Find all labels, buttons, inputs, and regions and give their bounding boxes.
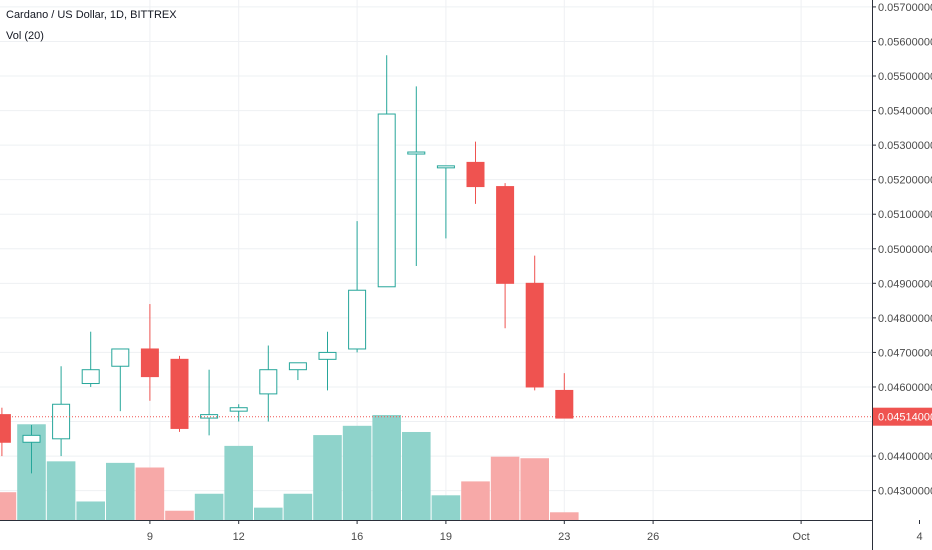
y-tick-label: 0.05500000 <box>878 71 932 83</box>
candle-body[interactable] <box>407 151 426 155</box>
y-tick-label: 0.04800000 <box>878 313 932 325</box>
x-tick-label: 23 <box>558 531 570 543</box>
candle-body[interactable] <box>288 362 307 371</box>
y-tick-label: 0.04700000 <box>878 347 932 359</box>
y-tick-label: 0.05100000 <box>878 209 932 221</box>
y-tick-label: 0.05200000 <box>878 175 932 187</box>
volume-bar[interactable] <box>461 481 490 520</box>
x-tick-label: 4 <box>916 531 922 543</box>
candle-body[interactable] <box>81 369 100 385</box>
volume-bar[interactable] <box>0 492 17 520</box>
candle-body[interactable] <box>0 414 11 443</box>
x-tick-label: 19 <box>440 531 452 543</box>
candle-body[interactable] <box>52 403 71 440</box>
last-price-label: 0.04514000 <box>878 412 932 424</box>
volume-bar[interactable] <box>106 462 135 520</box>
y-tick-label: 0.04400000 <box>878 451 932 463</box>
volume-bar[interactable] <box>402 431 431 520</box>
candle-body[interactable] <box>466 161 485 188</box>
candle-body[interactable] <box>140 348 159 378</box>
x-tick-label: 12 <box>233 531 245 543</box>
candle-body[interactable] <box>200 414 219 419</box>
volume-bar[interactable] <box>520 458 549 520</box>
volume-bar[interactable] <box>313 435 342 520</box>
candle-body[interactable] <box>348 289 367 350</box>
volume-bar[interactable] <box>283 493 313 520</box>
candle-body[interactable] <box>555 389 574 419</box>
chart-title: Cardano / US Dollar, 1D, BITTREX <box>6 9 177 21</box>
volume-indicator-label: Vol (20) <box>6 30 44 42</box>
x-tick-label: 9 <box>147 531 153 543</box>
candle-body[interactable] <box>377 113 396 288</box>
candle-body[interactable] <box>229 407 248 412</box>
candle-body[interactable] <box>496 186 515 284</box>
y-tick-label: 0.04900000 <box>878 278 932 290</box>
candle-body[interactable] <box>436 165 455 169</box>
y-tick-label: 0.04300000 <box>878 486 932 498</box>
candle-body[interactable] <box>525 282 544 388</box>
volume-bar[interactable] <box>490 456 520 520</box>
candle-body[interactable] <box>318 351 337 360</box>
volume-bar[interactable] <box>342 425 372 520</box>
candle-body[interactable] <box>111 348 130 367</box>
y-tick-label: 0.04600000 <box>878 382 932 394</box>
y-tick-label: 0.05000000 <box>878 244 932 256</box>
time-axis[interactable] <box>0 520 872 550</box>
y-tick-label: 0.05400000 <box>878 106 932 118</box>
volume-bar[interactable] <box>194 493 224 520</box>
y-tick-label: 0.05700000 <box>878 2 932 14</box>
x-tick-label: 16 <box>351 531 363 543</box>
x-tick-label: 26 <box>647 531 659 543</box>
candle-body[interactable] <box>22 434 41 443</box>
volume-bar[interactable] <box>224 445 253 520</box>
volume-bar[interactable] <box>254 507 283 520</box>
volume-bar[interactable] <box>135 467 165 521</box>
candle-body[interactable] <box>259 369 278 395</box>
volume-bar[interactable] <box>76 501 105 520</box>
x-tick-label: Oct <box>793 531 810 543</box>
y-tick-label: 0.05600000 <box>878 36 932 48</box>
volume-bar[interactable] <box>431 495 461 520</box>
last-price-badge <box>873 407 932 426</box>
volume-bar[interactable] <box>550 512 579 520</box>
candle-body[interactable] <box>170 358 189 429</box>
plot-area[interactable] <box>0 0 872 520</box>
price-axis[interactable] <box>872 0 932 550</box>
volume-bar[interactable] <box>165 510 194 520</box>
volume-bar[interactable] <box>372 415 401 520</box>
y-tick-label: 0.05300000 <box>878 140 932 152</box>
volume-bar[interactable] <box>46 461 76 520</box>
